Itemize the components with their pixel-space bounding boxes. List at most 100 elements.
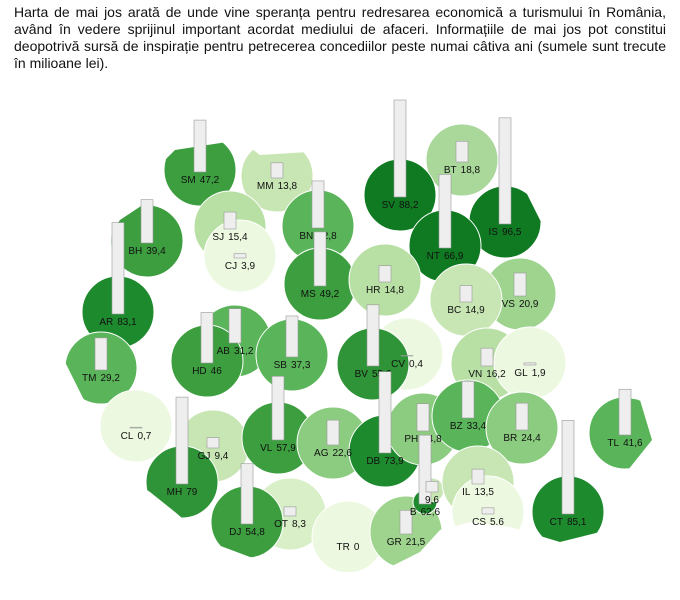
bar (416, 403, 430, 432)
county-code: AB (217, 346, 231, 357)
county-value: 49,2 (320, 289, 340, 300)
bar (561, 420, 575, 515)
county-value: 29,2 (100, 373, 120, 384)
county-code: HR (366, 285, 380, 296)
bar (94, 337, 108, 371)
county-label: AB 31,2 (217, 346, 254, 357)
county-value: 0,7 (137, 431, 151, 442)
county-label: MH 79 (167, 487, 198, 498)
county-label: MM 13,8 (257, 181, 298, 192)
county-area (99, 389, 173, 463)
county-code: SV (382, 200, 396, 211)
county-code: TR (337, 542, 350, 553)
bar (438, 174, 452, 249)
bar (200, 312, 214, 364)
county-value: 57,9 (276, 443, 296, 454)
bar (515, 402, 529, 431)
county-value: 0 (354, 542, 360, 553)
county-label: TL 41,6 (607, 438, 643, 449)
county-label: TR 0 (337, 542, 360, 553)
county-value: 3,9 (241, 261, 255, 272)
county-code: DB (366, 456, 380, 467)
county-label: BT 18,8 (444, 165, 481, 176)
county-code: GL (514, 368, 528, 379)
county-code: CV (391, 359, 405, 370)
county-value: 88,2 (399, 200, 419, 211)
bar (378, 371, 392, 454)
county-value: 14,9 (465, 305, 485, 316)
county-label: HR 14,8 (366, 285, 404, 296)
bar (480, 347, 494, 367)
bar (206, 437, 220, 449)
county-value: 54,8 (245, 527, 265, 538)
county-label: BN 42,8 (299, 231, 337, 242)
bar (378, 265, 392, 283)
county-value: 21,5 (406, 537, 426, 548)
bars: SM 47,2 MM 13,8 BT 18,8 SV 88,2 IS 96,5 SJ 15,4 BN 42… (82, 99, 643, 553)
county-value: 46 (211, 366, 223, 377)
county-label: OT 8,3 (274, 519, 306, 530)
county-value: 9,6 (425, 495, 439, 506)
county-label: TM 29,2 (82, 373, 120, 384)
county-label: VL 57,9 (260, 443, 296, 454)
bar (523, 362, 537, 366)
county-value: 79 (186, 487, 198, 498)
bar (399, 510, 413, 535)
intro-text: Harta de mai jos arată de unde vine sper… (14, 4, 666, 71)
county-value: 42,8 (317, 231, 337, 242)
county-code: BC (447, 305, 461, 316)
county-value: 96,5 (502, 227, 522, 238)
county-label: BR 24,4 (503, 433, 541, 444)
county-code: CJ (225, 261, 237, 272)
bar (618, 388, 632, 436)
county-code: VL (260, 443, 273, 454)
county-code: BH (128, 246, 142, 257)
county-value: 83,1 (117, 317, 137, 328)
county-label: MS 49,2 (301, 289, 340, 300)
county-value: 73,9 (384, 456, 404, 467)
county-code: HD (192, 366, 206, 377)
county-code: DJ (229, 527, 241, 538)
bar (285, 315, 299, 358)
county-value: 5.6 (490, 517, 504, 528)
county-code: BR (503, 433, 517, 444)
county-label: SB 37,3 (274, 360, 311, 371)
county-value: 20,9 (519, 299, 539, 310)
county-value: 41,6 (623, 438, 643, 449)
county-label: CL 0,7 (121, 431, 152, 442)
county-code: MH (167, 487, 183, 498)
county-label: HD 46 (192, 366, 222, 377)
county-label: SV 88,2 (382, 200, 419, 211)
county-label: CJ 3,9 (225, 261, 256, 272)
bar (233, 253, 247, 259)
bar (270, 162, 284, 179)
county-value: 66,9 (444, 251, 464, 262)
county-label: GL 1,9 (514, 368, 546, 379)
bar (283, 506, 297, 517)
county-value: 15,4 (228, 232, 248, 243)
county-label: DJ 54,8 (229, 527, 265, 538)
bar (393, 99, 407, 198)
county-value: 85,1 (567, 517, 587, 528)
county-code: BV (355, 369, 369, 380)
county-code: CT (550, 517, 563, 528)
county-code: IS (489, 227, 499, 238)
county-label: VS 20,9 (502, 299, 539, 310)
bar (175, 396, 189, 485)
county-label: SM 47,2 (181, 175, 220, 186)
bar (129, 426, 143, 429)
county-code: BN (299, 231, 313, 242)
bar (326, 419, 340, 446)
county-code: BZ (450, 421, 463, 432)
county-code: VN (468, 369, 482, 380)
county-value: 16,2 (486, 369, 506, 380)
county-label: BZ 33,4 (450, 421, 487, 432)
county-code: TL (607, 438, 619, 449)
county-code: NT (427, 251, 440, 262)
bar (228, 308, 242, 344)
county-value: 33,4 (467, 421, 487, 432)
county-label: PH 24,8 (404, 434, 442, 445)
county-code: GR (387, 537, 402, 548)
county-label: BH 39,4 (128, 246, 166, 257)
